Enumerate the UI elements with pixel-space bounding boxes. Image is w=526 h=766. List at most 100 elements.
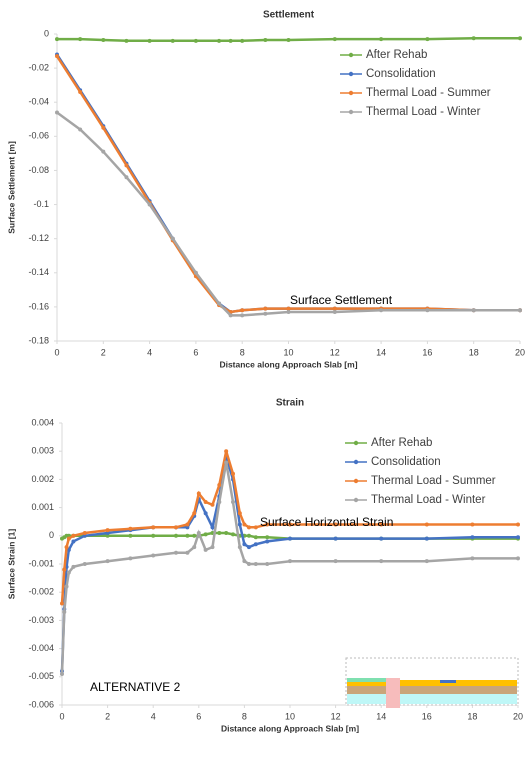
x-tick-label: 18 bbox=[469, 347, 479, 357]
point bbox=[332, 306, 337, 311]
y-tick-label: 0.004 bbox=[31, 417, 54, 427]
point bbox=[210, 545, 215, 550]
point bbox=[265, 539, 270, 544]
point bbox=[265, 535, 270, 540]
x-tick-label: 4 bbox=[151, 711, 156, 721]
y-tick-label: 0.003 bbox=[31, 446, 54, 456]
x-tick-label: 18 bbox=[467, 711, 477, 721]
legend-marker bbox=[348, 109, 354, 115]
point bbox=[332, 37, 337, 42]
point bbox=[253, 542, 258, 547]
point bbox=[240, 38, 245, 43]
point bbox=[62, 567, 67, 572]
point bbox=[286, 310, 291, 315]
x-tick-label: 12 bbox=[330, 347, 340, 357]
legend-label: After Rehab bbox=[366, 49, 427, 61]
point bbox=[424, 522, 429, 527]
point bbox=[203, 532, 208, 537]
point bbox=[60, 671, 64, 676]
x-axis-label: Distance along Approach Slab [m] bbox=[219, 359, 357, 369]
point bbox=[263, 37, 268, 42]
point bbox=[105, 559, 110, 564]
chart-title: Settlement bbox=[263, 10, 315, 21]
point bbox=[124, 38, 129, 43]
legend-marker bbox=[353, 459, 359, 465]
point bbox=[62, 609, 67, 614]
legend-marker bbox=[353, 478, 359, 484]
point bbox=[224, 530, 229, 535]
point bbox=[332, 310, 337, 315]
point bbox=[105, 530, 110, 535]
point bbox=[193, 270, 198, 275]
point bbox=[82, 533, 87, 538]
point bbox=[185, 522, 190, 527]
point bbox=[217, 530, 222, 535]
point bbox=[203, 547, 208, 552]
point bbox=[231, 471, 235, 476]
point bbox=[71, 533, 76, 538]
point bbox=[253, 562, 258, 566]
point bbox=[424, 559, 429, 564]
x-tick-label: 0 bbox=[59, 711, 64, 721]
point bbox=[170, 236, 175, 241]
point bbox=[124, 163, 129, 168]
y-tick-label: 0 bbox=[44, 28, 49, 38]
point bbox=[228, 313, 233, 318]
point bbox=[174, 550, 178, 555]
legend-marker bbox=[348, 71, 354, 77]
point bbox=[424, 536, 429, 541]
point bbox=[217, 301, 222, 306]
y-tick-label: -0.003 bbox=[28, 615, 54, 625]
point bbox=[124, 175, 129, 180]
point bbox=[333, 559, 338, 564]
annotation: ALTERNATIVE 2 bbox=[90, 680, 181, 694]
point bbox=[217, 38, 222, 43]
x-tick-label: 0 bbox=[54, 347, 59, 357]
x-tick-label: 8 bbox=[242, 711, 247, 721]
point bbox=[242, 559, 247, 564]
point bbox=[64, 584, 69, 589]
point bbox=[78, 127, 83, 132]
y-tick-label: -0.04 bbox=[28, 97, 49, 107]
point bbox=[147, 202, 152, 207]
point bbox=[174, 533, 178, 538]
point bbox=[66, 570, 71, 575]
point bbox=[470, 522, 475, 527]
y-tick-label: -0.001 bbox=[28, 558, 54, 568]
point bbox=[224, 449, 229, 454]
point bbox=[379, 37, 384, 42]
point bbox=[82, 562, 87, 566]
point bbox=[78, 89, 83, 94]
point bbox=[379, 536, 384, 541]
y-tick-label: -0.12 bbox=[28, 233, 49, 243]
point bbox=[518, 308, 522, 313]
legend-label: Thermal Load - Winter bbox=[366, 106, 481, 118]
point bbox=[288, 522, 292, 527]
point bbox=[288, 559, 292, 564]
chart-title: Strain bbox=[276, 398, 304, 409]
legend-label: Consolidation bbox=[366, 68, 436, 80]
point bbox=[105, 533, 110, 538]
y-axis-label: Surface Strain [1] bbox=[6, 529, 16, 600]
annotation: Surface Settlement bbox=[290, 293, 393, 307]
point bbox=[237, 545, 242, 550]
point bbox=[240, 308, 245, 313]
y-tick-label: -0.18 bbox=[28, 335, 49, 345]
point bbox=[231, 532, 235, 537]
x-tick-label: 12 bbox=[331, 711, 341, 721]
y-tick-label: 0.002 bbox=[31, 474, 54, 484]
point bbox=[101, 37, 106, 42]
point bbox=[333, 536, 338, 541]
point bbox=[379, 522, 384, 527]
point bbox=[128, 533, 133, 538]
y-tick-label: -0.14 bbox=[28, 267, 49, 277]
x-tick-label: 6 bbox=[196, 711, 201, 721]
point bbox=[192, 511, 197, 516]
y-tick-label: -0.004 bbox=[28, 643, 54, 653]
point bbox=[470, 535, 475, 540]
point bbox=[253, 535, 258, 540]
point bbox=[516, 535, 520, 540]
legend-label: Thermal Load - Winter bbox=[371, 494, 486, 506]
annotation: Surface Horizontal Strain bbox=[260, 515, 393, 529]
